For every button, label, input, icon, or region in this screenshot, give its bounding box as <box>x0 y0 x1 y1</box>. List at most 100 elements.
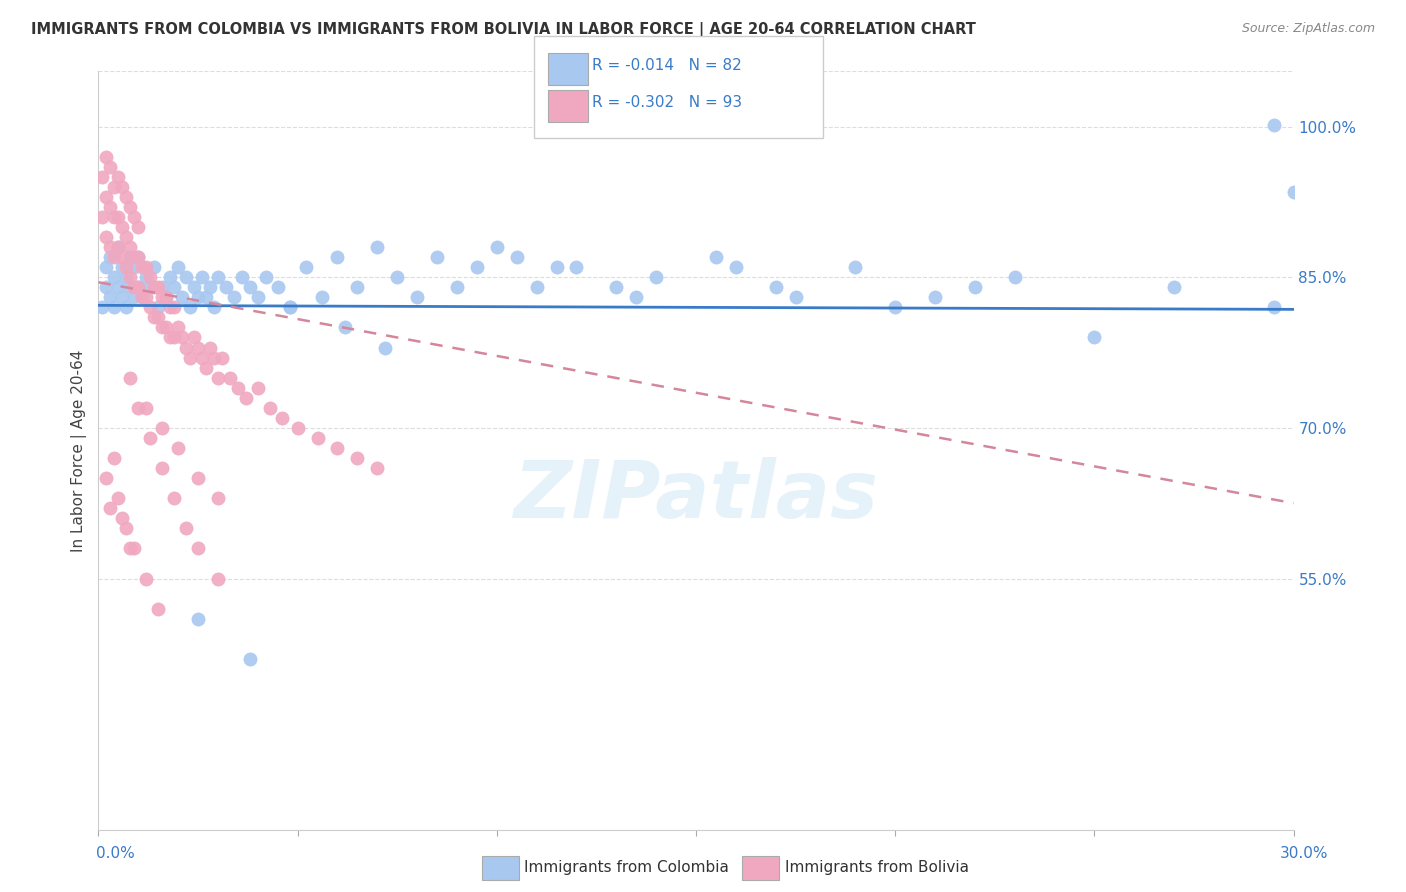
Point <box>198 280 221 294</box>
Point <box>239 652 262 666</box>
Point <box>96 150 118 164</box>
Point <box>107 240 129 254</box>
Point <box>103 210 125 224</box>
Point <box>239 280 262 294</box>
Point <box>1263 301 1285 315</box>
Point <box>103 301 125 315</box>
Point <box>465 260 488 275</box>
Point <box>346 450 368 465</box>
Point <box>884 301 907 315</box>
Point <box>526 280 548 294</box>
Point <box>98 240 122 254</box>
Point <box>139 301 162 315</box>
Point <box>1163 280 1185 294</box>
Point <box>124 210 146 224</box>
Point <box>98 160 122 174</box>
Point <box>207 491 229 505</box>
Point <box>187 612 209 626</box>
Point <box>148 301 170 315</box>
Point <box>724 260 747 275</box>
Point <box>278 301 301 315</box>
Point <box>163 330 186 344</box>
Point <box>207 370 229 384</box>
Text: R = -0.014   N = 82: R = -0.014 N = 82 <box>592 58 742 72</box>
Point <box>207 572 229 586</box>
Point <box>174 341 197 355</box>
Point <box>172 290 194 304</box>
Point <box>187 471 209 485</box>
Point <box>155 290 177 304</box>
Point <box>219 370 242 384</box>
Point <box>124 290 146 304</box>
Point <box>150 461 173 475</box>
Point <box>287 421 309 435</box>
Point <box>135 401 157 415</box>
Point <box>127 280 149 294</box>
Point <box>111 179 134 194</box>
Text: Source: ZipAtlas.com: Source: ZipAtlas.com <box>1241 22 1375 36</box>
Point <box>127 280 149 294</box>
Point <box>103 270 125 285</box>
Point <box>198 341 221 355</box>
Point <box>124 260 146 275</box>
Point <box>111 220 134 235</box>
Point <box>96 230 118 244</box>
Point <box>246 381 269 395</box>
Point <box>307 431 329 445</box>
Point <box>115 521 138 535</box>
Point <box>131 290 153 304</box>
Point <box>183 330 205 344</box>
Text: R = -0.302   N = 93: R = -0.302 N = 93 <box>592 95 742 110</box>
Point <box>346 280 368 294</box>
Point <box>202 301 225 315</box>
Point <box>163 301 186 315</box>
Point <box>645 270 668 285</box>
Point <box>148 601 170 615</box>
Point <box>765 280 787 294</box>
Point <box>150 421 173 435</box>
Point <box>98 501 122 516</box>
Text: 0.0%: 0.0% <box>96 846 135 861</box>
Point <box>963 280 986 294</box>
Point <box>174 270 197 285</box>
Point <box>103 179 125 194</box>
Point <box>1282 185 1305 199</box>
Point <box>150 320 173 334</box>
Point <box>704 250 727 264</box>
Point <box>98 290 122 304</box>
Point <box>120 280 142 294</box>
Point <box>131 290 153 304</box>
Point <box>335 320 357 334</box>
Point <box>115 270 138 285</box>
Point <box>111 260 134 275</box>
Point <box>148 280 170 294</box>
Point <box>506 250 529 264</box>
Point <box>159 330 181 344</box>
Point <box>174 521 197 535</box>
Text: ZIPatlas: ZIPatlas <box>513 457 879 535</box>
Point <box>120 541 142 556</box>
Point <box>143 260 166 275</box>
Point <box>124 250 146 264</box>
Point <box>385 270 409 285</box>
Point <box>120 270 142 285</box>
Point <box>150 280 173 294</box>
Point <box>195 360 218 375</box>
Point <box>259 401 281 415</box>
Point <box>191 270 214 285</box>
Point <box>326 441 349 455</box>
Point <box>124 541 146 556</box>
Point <box>311 290 333 304</box>
Point <box>135 290 157 304</box>
Point <box>844 260 866 275</box>
Point <box>96 260 118 275</box>
Point <box>222 290 245 304</box>
Point <box>127 220 149 235</box>
Point <box>143 280 166 294</box>
Point <box>150 290 173 304</box>
Point <box>111 511 134 525</box>
Point <box>246 290 269 304</box>
Point <box>91 301 114 315</box>
Point <box>1083 330 1105 344</box>
Point <box>626 290 648 304</box>
